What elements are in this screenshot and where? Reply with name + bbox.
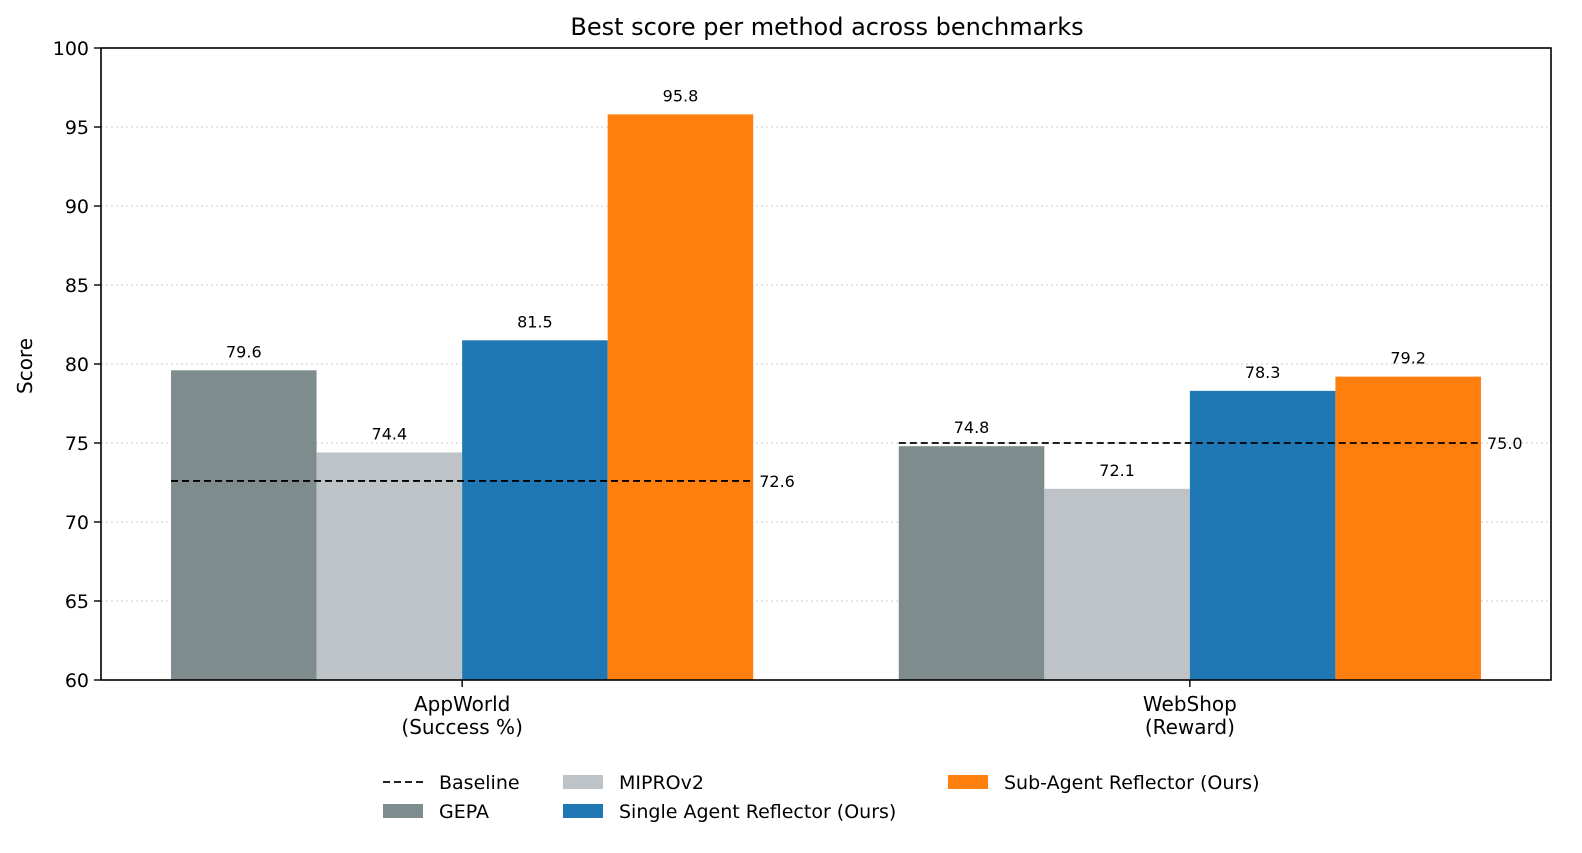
baseline-lines (171, 442, 1481, 482)
y-tick-label-70: 70 (65, 512, 89, 534)
data-label-single-agent-reflector-ours-1: 78.3 (1245, 363, 1281, 382)
legend-entry-miprov2: MIPROv2 (563, 772, 704, 794)
data-labels: 79.6 74.8 74.4 72.1 81.5 78.3 95.8 79.2 72.6 75.0 (226, 86, 1523, 491)
bar-single-agent-reflector-ours-1 (1189, 390, 1336, 680)
legend-entry-gepa: GEPA (383, 801, 489, 823)
bar-sub-agent-reflector-ours-0 (607, 114, 754, 681)
data-label-sub-agent-reflector-ours-0: 95.8 (663, 86, 699, 105)
x-tick-label-webshop: WebShop (1143, 692, 1237, 716)
data-label-miprov2-0: 74.4 (372, 424, 408, 443)
legend-swatch-miprov2 (563, 775, 603, 789)
legend-entry-sub-agent-reflector-ours: Sub-Agent Reflector (Ours) (948, 772, 1259, 794)
y-tick-label-90: 90 (65, 196, 89, 218)
y-axis-title: Score (13, 338, 37, 394)
legend-label-baseline: Baseline (439, 772, 520, 794)
y-tick-label-100: 100 (53, 38, 89, 60)
y-axis: 60 65 70 75 80 85 90 95 100 (53, 38, 101, 692)
bar-gepa-1 (898, 446, 1045, 680)
bar-gepa-0 (171, 370, 317, 680)
bar-single-agent-reflector-ours-0 (462, 340, 608, 680)
x-axis: AppWorld(Success %) WebShop(Reward) (401, 680, 1237, 739)
bar-miprov2-1 (1044, 488, 1190, 680)
data-label-gepa-0: 79.6 (226, 342, 262, 361)
legend-entry-baseline: Baseline (383, 772, 520, 794)
y-tick-label-75: 75 (65, 433, 89, 455)
legend-label-sub-agent-reflector-ours: Sub-Agent Reflector (Ours) (1004, 772, 1259, 794)
legend: Baseline GEPA MIPROv2 Single Agent Reflecto… (383, 772, 1259, 823)
bar-miprov2-0 (316, 452, 463, 680)
baseline-label-0: 72.6 (759, 472, 795, 491)
baseline-label-1: 75.0 (1487, 434, 1523, 453)
legend-label-gepa: GEPA (439, 801, 489, 823)
data-label-sub-agent-reflector-ours-1: 79.2 (1390, 349, 1426, 368)
x-tick-label-appworld: AppWorld (414, 692, 510, 716)
bars (171, 114, 1481, 681)
legend-label-miprov2: MIPROv2 (619, 772, 704, 794)
x-tick-label-success: (Success %) (401, 715, 522, 739)
x-tick-label-reward: (Reward) (1145, 715, 1235, 739)
y-tick-label-95: 95 (65, 117, 89, 139)
legend-swatch-gepa (383, 804, 423, 818)
legend-swatch-single-agent-reflector-ours (563, 804, 603, 818)
y-tick-label-80: 80 (65, 354, 89, 376)
chart-title: Best score per method across benchmarks (570, 13, 1083, 41)
data-label-gepa-1: 74.8 (954, 418, 990, 437)
y-tick-label-65: 65 (65, 591, 89, 613)
y-tick-label-60: 60 (65, 670, 89, 692)
data-label-miprov2-1: 72.1 (1099, 461, 1135, 480)
bar-sub-agent-reflector-ours-1 (1335, 376, 1481, 680)
legend-label-single-agent-reflector-ours: Single Agent Reflector (Ours) (619, 801, 896, 823)
legend-entry-single-agent-reflector-ours: Single Agent Reflector (Ours) (563, 801, 896, 823)
y-tick-label-85: 85 (65, 275, 89, 297)
legend-swatch-sub-agent-reflector-ours (948, 775, 988, 789)
data-label-single-agent-reflector-ours-0: 81.5 (517, 312, 553, 331)
